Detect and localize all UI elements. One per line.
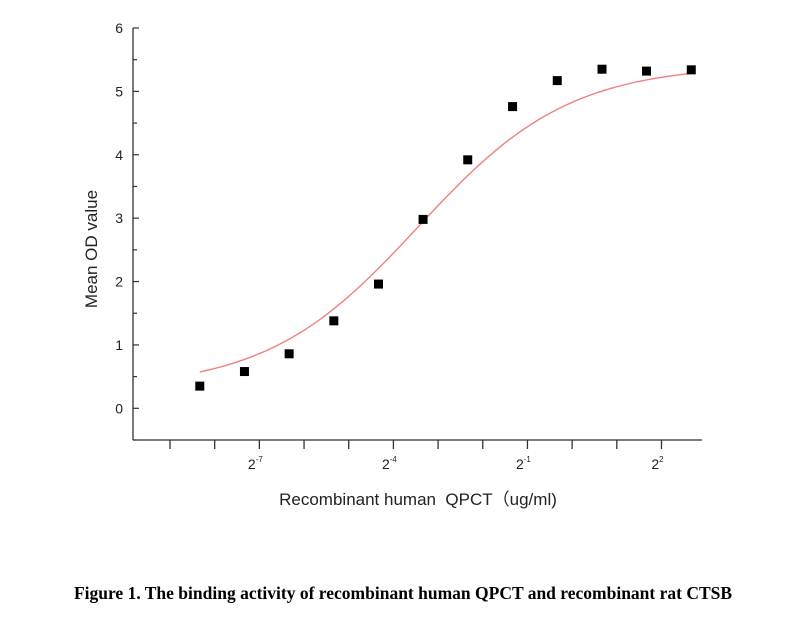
data-point — [552, 76, 562, 86]
data-point — [508, 102, 518, 112]
y-tick-label: 4 — [115, 147, 123, 163]
y-axis-title: Mean OD value — [82, 190, 101, 308]
data-point — [597, 64, 607, 74]
data-points — [195, 64, 696, 391]
x-axis-title: Recombinant human QPCT（ug/ml) — [279, 490, 557, 509]
x-tick-exponent: -1 — [524, 455, 532, 464]
figure-caption: Figure 1. The binding activity of recomb… — [73, 583, 733, 603]
y-tick-label: 5 — [115, 83, 123, 99]
y-tick-label: 3 — [115, 210, 123, 226]
x-tick-label: 22 — [651, 455, 664, 472]
data-point — [195, 381, 205, 391]
data-point — [239, 367, 249, 377]
data-point — [284, 349, 294, 359]
x-tick-label: 2-4 — [382, 455, 397, 472]
data-point — [641, 66, 651, 76]
x-tick-label: 2-1 — [516, 455, 531, 472]
y-tick-label: 1 — [115, 337, 123, 353]
y-tick-label: 6 — [115, 20, 123, 36]
data-point — [463, 155, 473, 165]
data-point — [418, 214, 428, 224]
x-tick-exponent: 2 — [659, 455, 664, 464]
x-tick-exponent: -4 — [390, 455, 398, 464]
x-tick-exponent: -7 — [256, 455, 264, 464]
x-tick-label: 2-7 — [248, 455, 263, 472]
data-point — [329, 316, 339, 326]
y-tick-label: 0 — [115, 400, 123, 416]
data-point — [374, 279, 384, 289]
fit-curve — [199, 72, 692, 373]
y-tick-label: 2 — [115, 274, 123, 290]
data-point — [686, 65, 696, 75]
